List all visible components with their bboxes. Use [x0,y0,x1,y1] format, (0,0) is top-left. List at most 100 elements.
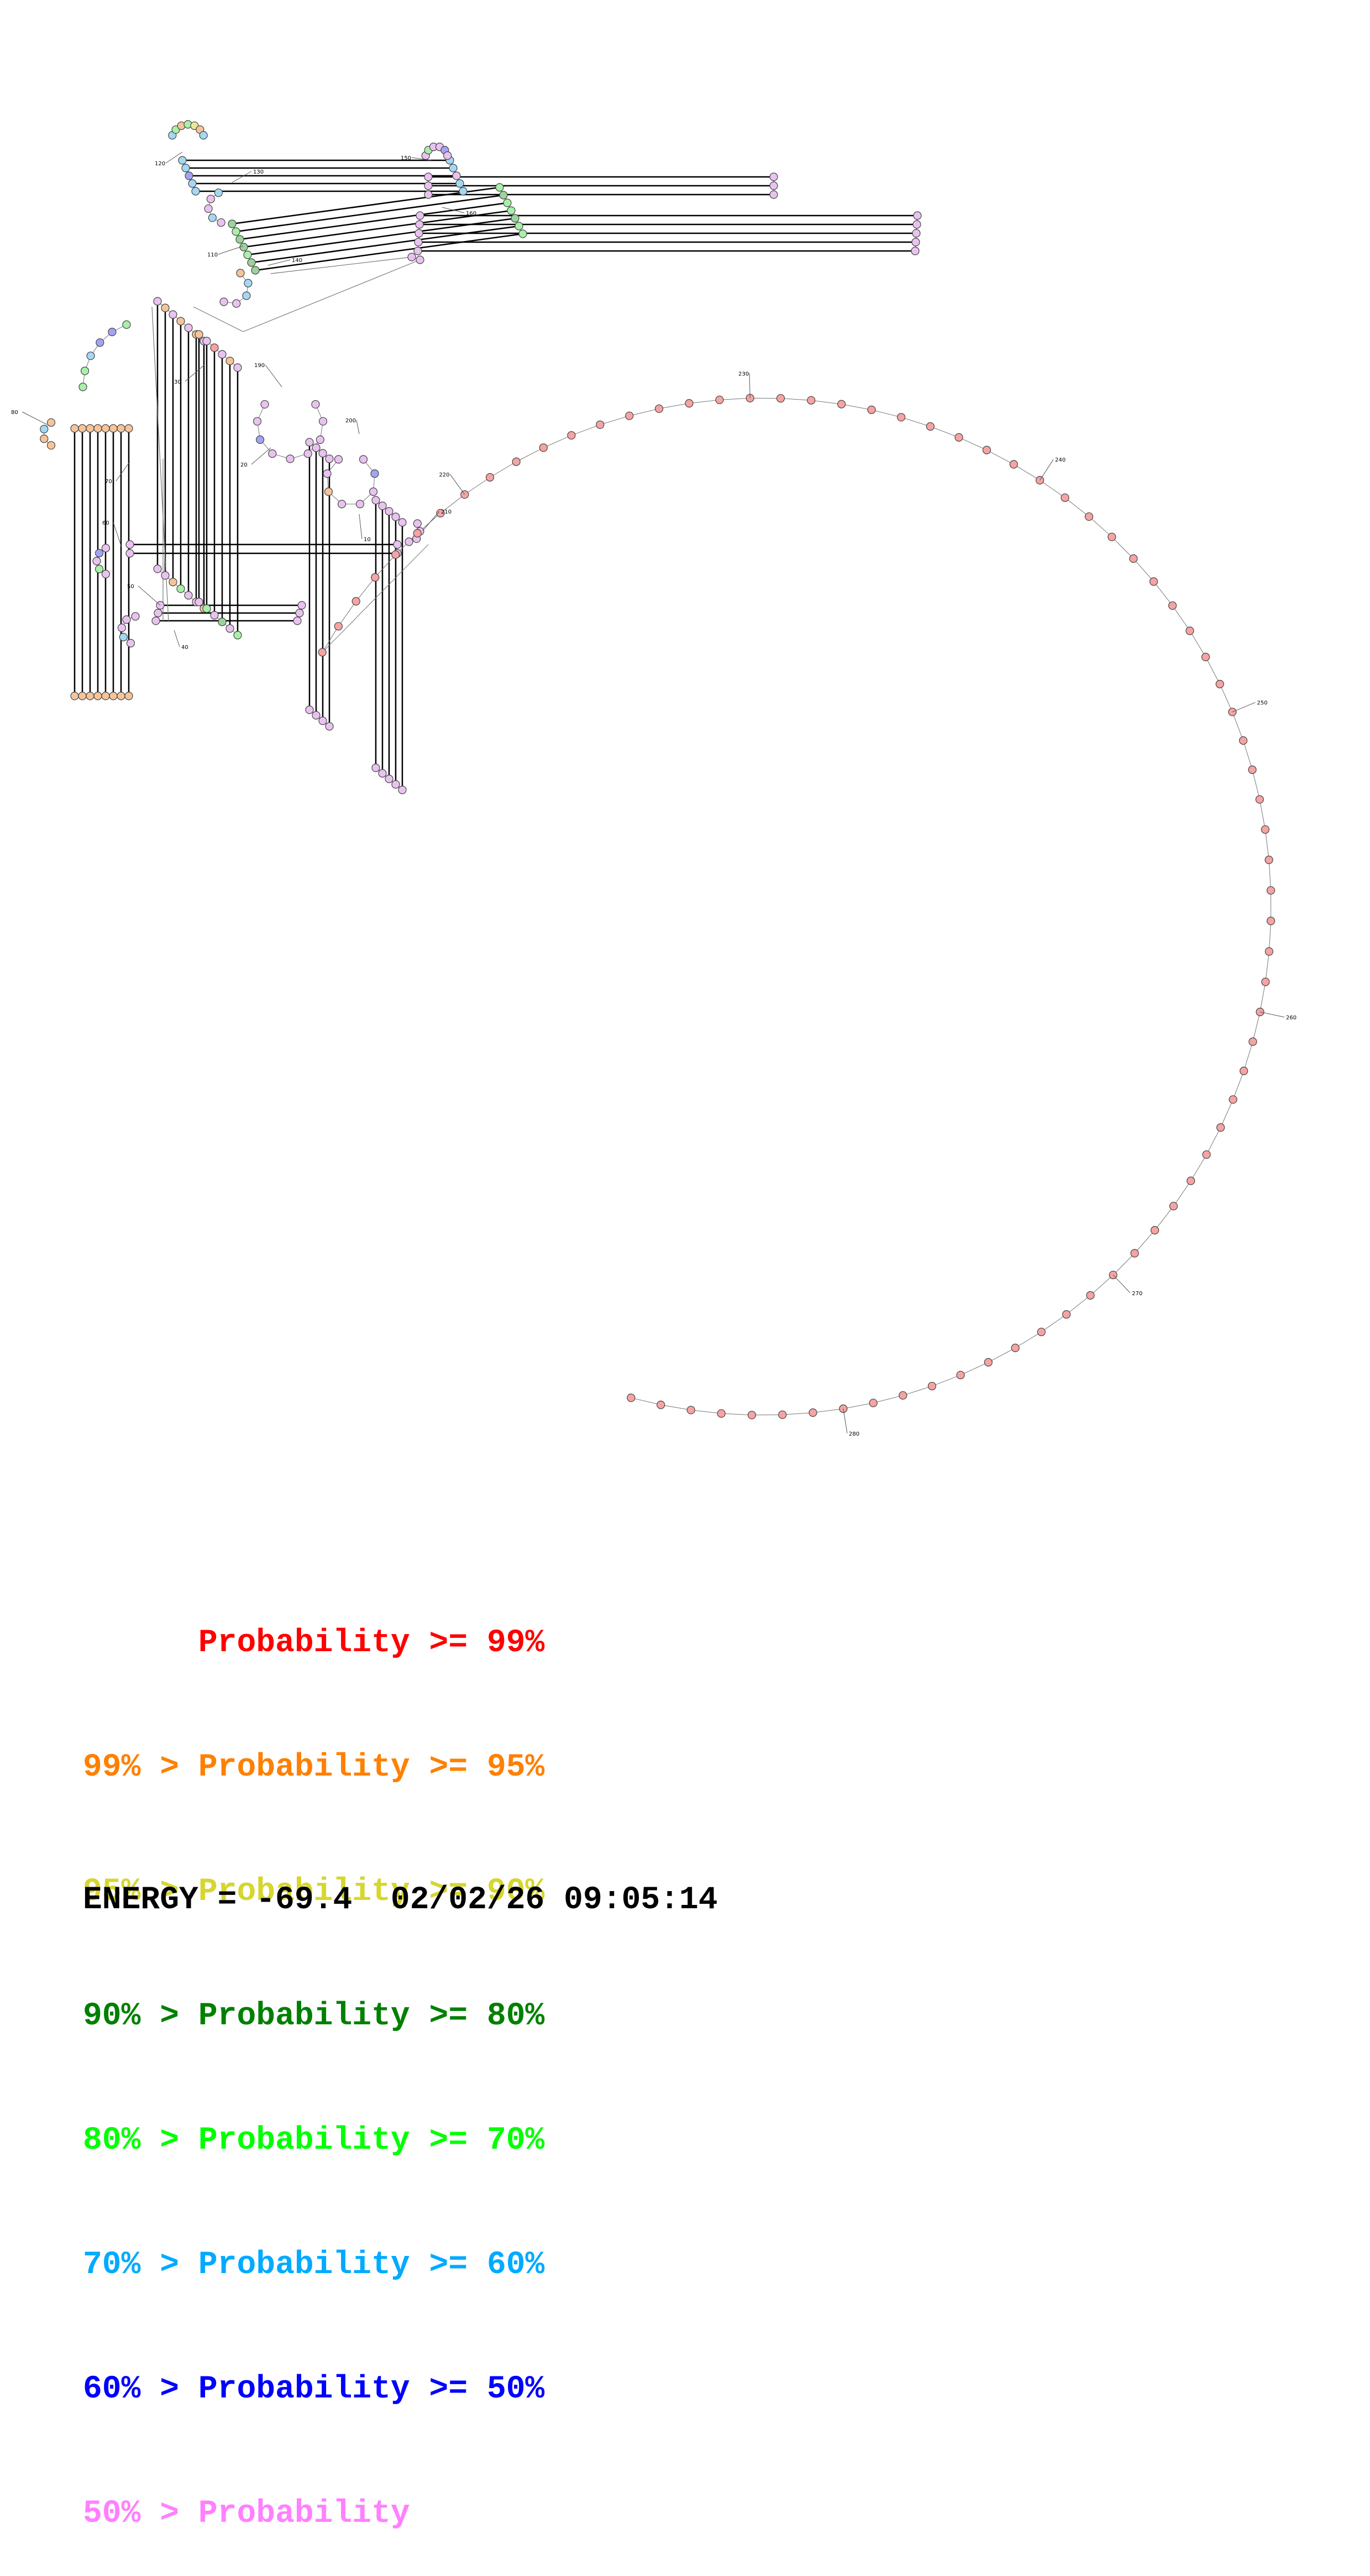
nucleotide [232,228,240,235]
position-label: 140 [292,258,302,264]
backbone-segment [1154,582,1173,606]
legend-right: >= 50% [429,2371,545,2407]
nucleotide [356,500,364,508]
legend-row: 99% > Probability >= 95% [83,1747,544,1788]
position-label: 70 [105,479,112,485]
nucleotide [596,421,604,428]
nucleotide [125,425,133,432]
nucleotide [319,717,327,725]
nucleotide [1217,1124,1225,1132]
nucleotide [296,609,303,617]
position-label: 20 [240,462,248,468]
nucleotide [360,455,368,463]
legend-right: >= 95% [429,1750,545,1786]
backbone-segment [1265,830,1269,860]
nucleotide [126,549,134,557]
nucleotide [102,570,109,578]
nucleotide [1216,680,1224,688]
rna-structure-diagram: 1201301101401501601902002010302108070605… [0,0,1370,1493]
legend-mid: Probability [198,2123,410,2159]
nucleotide [182,164,190,172]
nucleotide [424,173,432,181]
nucleotide [716,396,723,404]
nucleotide [1131,1249,1138,1257]
nucleotide [416,221,423,228]
nucleotide [306,438,313,446]
nucleotide [515,222,523,230]
nucleotide [424,182,432,190]
nucleotide [161,572,169,579]
nucleotide [1085,513,1093,521]
nucleotide [1202,653,1210,661]
backbone-segment [375,554,396,577]
nucleotide [226,625,234,632]
nucleotide [459,187,467,195]
nucleotide [413,520,421,527]
nucleotide [188,180,196,187]
backbone-segment [1232,712,1243,741]
nucleotide [195,598,203,606]
nucleotide [1151,1227,1159,1234]
backbone-segment [689,400,720,403]
timestamp: 02/02/26 09:05:14 [391,1882,718,1918]
backbone-segment [811,400,842,404]
nucleotide [1240,737,1247,745]
position-label: 270 [1132,1291,1142,1297]
nucleotide [1248,766,1256,773]
nucleotide [192,187,200,195]
legend-row: 80% > Probability >= 70% [83,2120,544,2161]
nucleotide [96,549,103,557]
nucleotide [899,1391,907,1399]
nucleotide [717,1410,725,1417]
nucleotides [40,121,1275,1419]
nucleotide [1262,978,1269,986]
nucleotide [449,164,457,172]
nucleotide [1256,795,1263,803]
nucleotide [626,412,633,420]
nucleotide [78,692,86,700]
backbone-segment [1015,1332,1041,1348]
nucleotide [306,706,313,714]
backbone-segment [661,1405,691,1410]
position-label: 80 [11,410,18,416]
label-tick [1113,1275,1130,1293]
nucleotide [127,639,134,647]
nucleotide [102,425,109,432]
nucleotide [195,331,203,338]
base-pair-bond [236,195,503,232]
backbone-segment [1041,1315,1066,1332]
nucleotide [414,238,422,246]
nucleotide [251,266,259,274]
nucleotide [117,425,125,432]
nucleotide [379,769,386,777]
nucleotide [102,692,109,700]
nucleotide [486,473,494,481]
legend-right: >= 99% [429,1625,545,1661]
nucleotide [326,455,333,463]
nucleotide [913,221,921,228]
nucleotide [983,446,990,454]
nucleotide [685,400,693,407]
nucleotide [398,519,406,526]
nucleotide [211,611,218,619]
nucleotide [415,229,423,237]
label-tick [22,412,47,425]
backbone-segment [1253,1012,1260,1042]
nucleotide [392,551,400,558]
backbone-segment [843,1403,873,1409]
legend-row: 50% > Probability [83,2493,544,2535]
nucleotide [1265,856,1273,863]
nucleotide [218,618,226,626]
nucleotide [1063,1311,1070,1318]
nucleotide [444,152,452,160]
nucleotide [1108,533,1116,541]
nucleotide [226,357,234,365]
nucleotide [319,449,327,457]
nucleotide [1061,494,1069,501]
backbone-segment [1067,1295,1090,1314]
nucleotide [102,544,109,552]
position-label: 60 [102,520,109,526]
nucleotide [243,292,250,300]
nucleotide [657,1401,665,1409]
legend-row: 60% > Probability >= 50% [83,2369,544,2410]
